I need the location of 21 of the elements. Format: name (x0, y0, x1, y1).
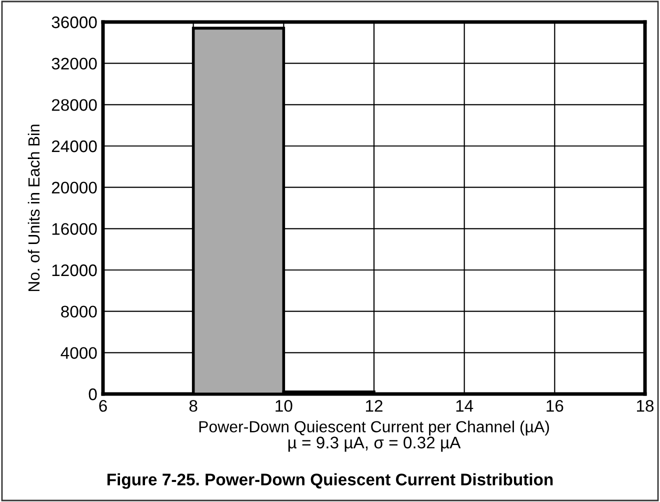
text: µ = 9.3 µA, σ = 0.32 µA (288, 436, 461, 452)
y-tick-label: 36000 (52, 16, 97, 28)
y-axis-title: No. of Units in Each Bin (28, 124, 40, 292)
y-tick-label: 28000 (52, 99, 97, 111)
x-tick-label: 6 (99, 400, 107, 412)
x-tick-label: 14 (456, 400, 474, 412)
y-tick-label: 32000 (52, 58, 97, 70)
text: Figure 7-25. Power-Down Quiescent Current Distribution (107, 473, 553, 489)
x-tick-label: 10 (276, 400, 292, 412)
y-tick-label: 16000 (52, 223, 97, 235)
x-tick-label: 12 (366, 400, 382, 412)
x-tick-label: 18 (637, 400, 654, 412)
y-tick-label: 20000 (52, 182, 97, 194)
y-tick-label: 0 (88, 388, 97, 400)
x-tick-label: 8 (189, 400, 198, 412)
y-tick-label: 12000 (52, 264, 97, 276)
x-tick-label: 16 (546, 400, 564, 412)
y-tick-label: 24000 (52, 140, 97, 152)
y-tick-label: 8000 (61, 306, 97, 318)
x-axis-title: Power-Down Quiescent Current per Channel (µA) (199, 420, 549, 436)
y-tick-label: 4000 (60, 347, 97, 359)
